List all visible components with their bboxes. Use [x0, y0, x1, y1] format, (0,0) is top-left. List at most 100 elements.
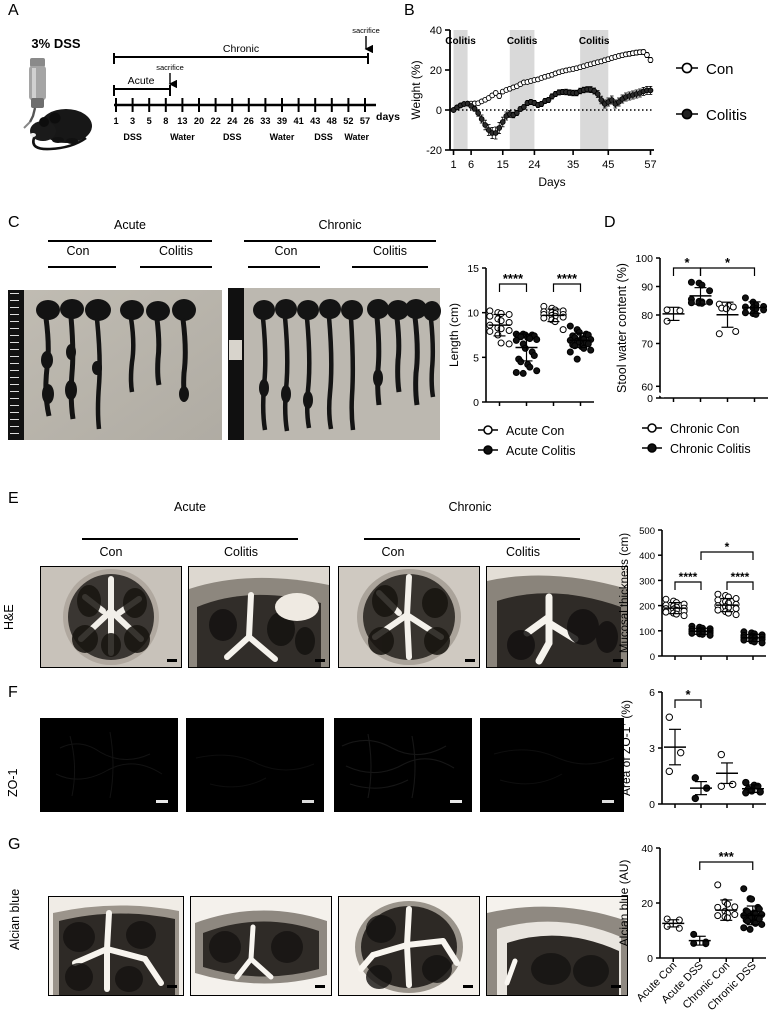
panel-e-sub-colitis-chronic: Colitis: [505, 545, 541, 559]
water-bottle-icon: [23, 58, 46, 129]
panel-e-sub-con-chronic: Con: [381, 545, 405, 559]
y-tick-label: 70: [641, 339, 653, 351]
panel-b-chart: Colitis Colitis Colitis -20 0 20 40 1 6 15 24 35 45 5…: [406, 8, 780, 198]
data-point: [663, 306, 671, 314]
data-point: [691, 774, 700, 782]
x-tick-label: 35: [567, 159, 579, 171]
y-tick-label: 90: [641, 282, 653, 294]
data-point: [752, 310, 760, 318]
data-point: [608, 97, 615, 103]
timeline-day: 43: [310, 116, 320, 126]
alcian-acute-con-image: [48, 896, 184, 996]
legend-label: Chronic Con: [670, 422, 740, 436]
zo1-acute-con-image: [40, 718, 178, 812]
timeline-phase: Water: [170, 132, 195, 142]
panel-c-sub-con-acute: Con: [66, 244, 90, 258]
data-point: [731, 911, 739, 919]
significance-bracket: [699, 267, 756, 276]
data-point: [505, 327, 513, 335]
legend-label: Colitis: [706, 107, 747, 124]
panel-c-rule-con-chronic: [248, 266, 320, 268]
data-point: [594, 91, 601, 97]
timeline-phase: Water: [270, 132, 295, 142]
panel-e-rule-chronic: [364, 538, 580, 540]
data-point: [732, 595, 740, 603]
y-axis-label: Length (cm): [447, 303, 461, 367]
y-tick-label: 0: [647, 953, 653, 965]
data-point: [526, 363, 534, 371]
data-point: [706, 298, 714, 306]
legend-label: Acute Con: [506, 424, 564, 438]
panel-e-rule-acute: [82, 538, 298, 540]
y-tick-label: 0: [436, 105, 442, 117]
data-point: [698, 299, 706, 307]
panel-c-rule-colitis-acute: [140, 266, 212, 268]
alcian-chronic-colitis-image: [486, 896, 628, 996]
data-point: [519, 369, 527, 377]
zo1-chronic-con-image: [334, 718, 472, 812]
zo1-acute-colitis-image: [186, 718, 324, 812]
svg-text:Area of ZO-1+ (%): Area of ZO-1+ (%): [619, 700, 633, 796]
legend-marker: [647, 423, 657, 433]
data-point: [729, 780, 737, 789]
significance-bracket: [498, 283, 528, 292]
data-point: [497, 339, 505, 347]
timeline-phase: DSS: [223, 132, 242, 142]
data-point: [559, 326, 567, 334]
y-tick-label: 300: [639, 576, 655, 587]
panel-c-rule-colitis-chronic: [352, 266, 428, 268]
data-point: [748, 895, 756, 903]
y-tick-label: 3: [649, 743, 655, 755]
data-point: [758, 639, 766, 647]
panel-c-sub-con-chronic: Con: [274, 244, 298, 258]
data-point: [496, 93, 503, 99]
significance-bracket: [700, 551, 754, 560]
he-acute-colitis-image: [188, 566, 330, 668]
y-tick-label: 400: [639, 551, 655, 562]
timeline-phase: DSS: [314, 132, 333, 142]
data-point: [505, 340, 513, 348]
y-tick-label: 40: [641, 843, 653, 855]
timeline-day: 8: [163, 116, 168, 126]
data-point: [478, 116, 485, 122]
significance-stars: *: [684, 255, 690, 270]
data-point: [676, 748, 685, 757]
panel-c-chronic-colon-photo: [228, 288, 441, 440]
timeline-day: 52: [343, 116, 353, 126]
significance-bracket: [726, 581, 754, 590]
data-point: [530, 352, 538, 360]
panel-c-sub-colitis-chronic: Colitis: [372, 244, 408, 258]
legend-label: Acute Colitis: [506, 444, 575, 458]
panel-c-sub-colitis-acute: Colitis: [158, 244, 194, 258]
data-point: [665, 767, 673, 776]
data-point: [732, 328, 740, 336]
x-tick-label: 57: [644, 159, 656, 171]
legend-marker: [483, 425, 493, 435]
data-point: [741, 309, 749, 317]
timeline-day: 48: [327, 116, 337, 126]
data-point: [731, 903, 739, 911]
data-point: [691, 794, 700, 803]
data-point: [675, 924, 683, 932]
timeline-day: 26: [244, 116, 254, 126]
data-point: [702, 940, 710, 948]
timeline-day: 39: [277, 116, 287, 126]
data-point: [492, 130, 499, 136]
panel-g-letter: G: [8, 836, 21, 853]
data-point: [485, 127, 492, 133]
data-point: [680, 612, 688, 620]
data-point: [732, 605, 740, 613]
chronic-label: Chronic: [223, 43, 259, 55]
y-tick-label: 60: [641, 381, 653, 393]
panel-a-timeline: Chronic sacrifice Acute sacrifice 1 3 5 8 13…: [100, 24, 400, 154]
data-point: [714, 912, 722, 920]
data-point: [744, 917, 752, 925]
panel-c-rule-con-acute: [48, 266, 116, 268]
data-point: [647, 87, 654, 94]
panel-b-letter: B: [404, 2, 415, 19]
he-chronic-con-image: [338, 566, 480, 668]
timeline-day: 1: [113, 116, 118, 126]
timeline-phase: DSS: [123, 132, 142, 142]
timeline-day: 57: [360, 116, 370, 126]
panel-c-rule-acute: [48, 240, 212, 242]
